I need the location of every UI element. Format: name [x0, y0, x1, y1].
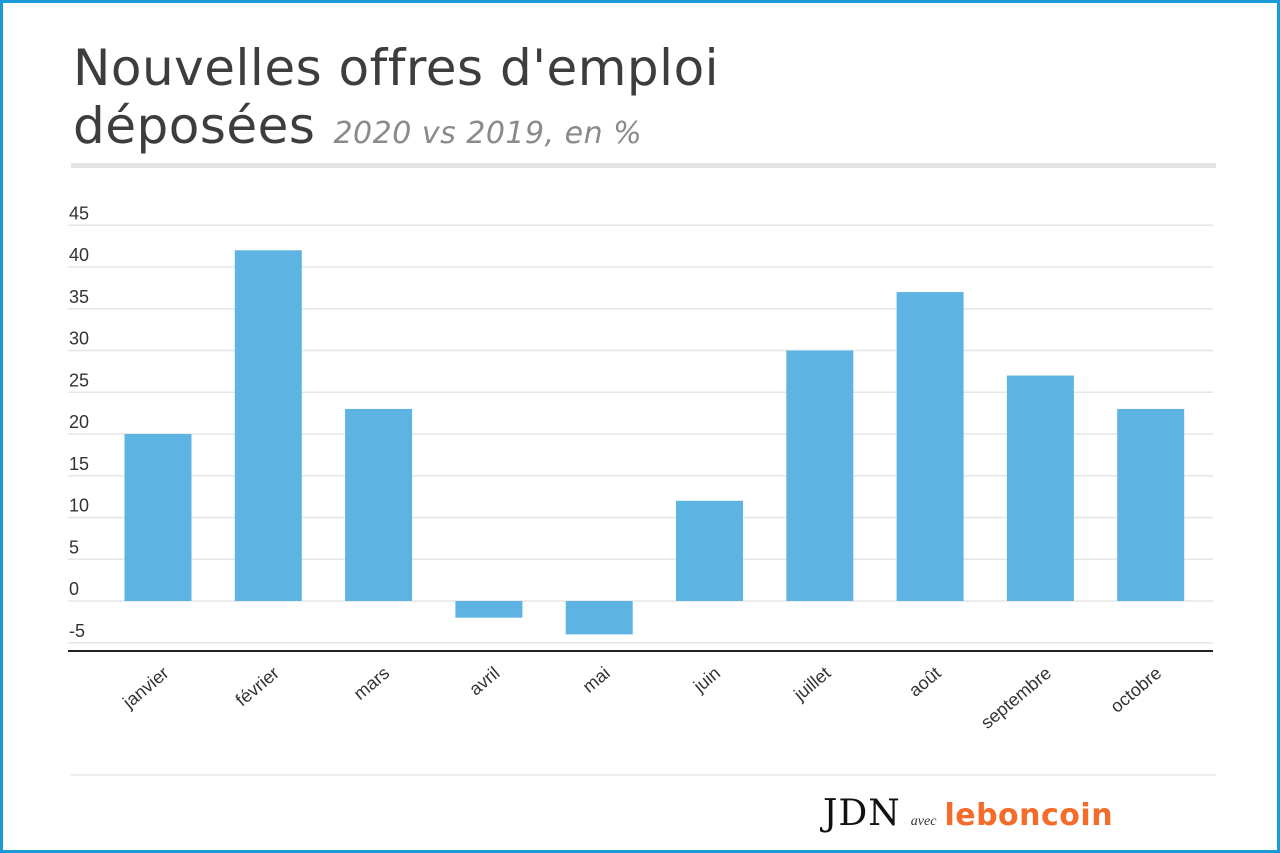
bar-mars [345, 408, 413, 601]
y-tick-label: 10 [69, 496, 89, 516]
x-category-label: août [905, 663, 945, 701]
y-tick-label: 15 [69, 454, 89, 474]
x-category-label: mai [579, 663, 614, 697]
bar-août [896, 292, 964, 601]
x-category-label: juin [689, 663, 724, 697]
footer-divider [71, 774, 1216, 776]
bar-octobre [1117, 408, 1185, 601]
y-tick-label: 45 [69, 203, 89, 223]
title-line-2: déposées 2020 vs 2019, en % [73, 97, 719, 163]
x-category-label: février [232, 663, 283, 710]
bar-septembre [1006, 375, 1074, 601]
bar-mai [565, 601, 633, 635]
bar-avril [455, 601, 523, 618]
chart-subtitle: 2020 vs 2019, en % [333, 116, 643, 151]
x-category-label: avril [465, 663, 503, 700]
bar-juin [676, 500, 743, 601]
title-divider [71, 163, 1216, 168]
title-line-2-text: déposées [73, 97, 316, 155]
y-tick-label: -5 [69, 621, 85, 641]
y-tick-label: 0 [69, 579, 79, 599]
leboncoin-logo: leboncoin [944, 798, 1114, 833]
bars [124, 250, 1185, 635]
y-tick-label: 35 [69, 287, 89, 307]
bar-janvier [124, 434, 192, 601]
y-tick-label: 5 [69, 537, 79, 557]
jdn-logo: JDN [823, 793, 901, 834]
x-category-label: janvier [118, 663, 172, 713]
avec-text: avec [910, 814, 937, 829]
x-category-label: septembre [977, 663, 1055, 733]
x-category-label: juillet [789, 663, 834, 705]
y-axis-ticks: -5 0 5 10 15 20 25 30 35 40 45 [69, 203, 89, 641]
y-tick-label: 30 [69, 329, 89, 349]
y-tick-label: 25 [69, 370, 89, 390]
y-tick-label: 20 [69, 412, 89, 432]
x-category-label: mars [350, 663, 393, 704]
title-line-1: Nouvelles offres d'emploi [73, 39, 720, 97]
footer-logos: JDN avec leboncoin [823, 793, 1113, 834]
y-tick-label: 40 [69, 245, 89, 265]
bar-chart: -5 0 5 10 15 20 25 30 35 40 45 janvier février mars a… [68, 203, 1213, 733]
x-category-label: octobre [1106, 663, 1165, 717]
bar-février [234, 250, 302, 602]
bar-juillet [786, 350, 854, 601]
x-axis-labels: janvier février mars avril mai juin juillet aoû… [118, 663, 1165, 733]
chart-title: Nouvelles offres d'emploi déposées 2020 v… [73, 39, 719, 163]
